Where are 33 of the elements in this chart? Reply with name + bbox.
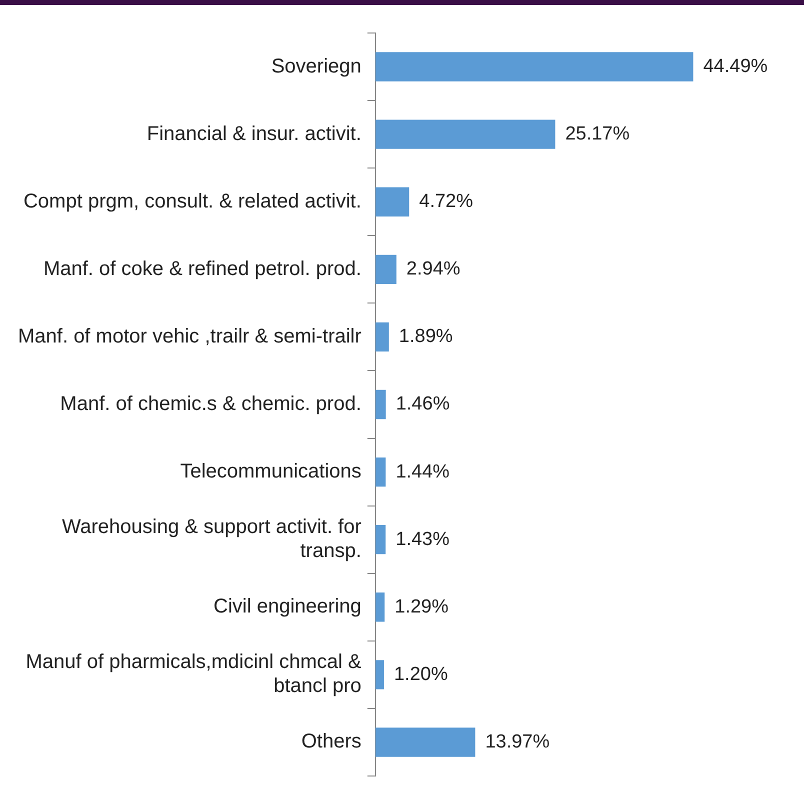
y-tick-label: Manuf of pharmicals,mdicinl chmcal & btancl pro [26, 651, 362, 698]
bar [375, 254, 396, 284]
y-tick-label: Financial & insur. activit. [146, 122, 362, 145]
data-label: 25.17% [565, 124, 630, 145]
data-label: 1.44% [396, 461, 450, 482]
data-label: 44.49% [703, 56, 768, 78]
data-label: 1.29% [394, 596, 449, 618]
bar [375, 525, 386, 554]
data-label: 4.72% [419, 191, 474, 212]
bar [375, 52, 694, 82]
y-tick-label: Others [301, 730, 362, 753]
y-tick-label: Compt prgm, consult. & related activit. [23, 190, 362, 212]
y-tick-label: Civil engineering [214, 596, 362, 618]
bar [375, 120, 556, 149]
data-label: 1.20% [394, 664, 448, 685]
y-tick-label: Manf. of motor vehic ,trailr & semi-trailr [18, 325, 362, 348]
data-label: 1.89% [398, 326, 453, 348]
y-tick-label: Telecommunications [180, 460, 362, 483]
data-label: 1.43% [396, 528, 450, 550]
y-tick-label: Warehousing & support activit. for transp. [62, 516, 362, 562]
data-label: 2.94% [406, 258, 460, 280]
bar [375, 592, 385, 622]
bar [375, 660, 384, 690]
bar [375, 390, 386, 420]
data-label: 1.46% [396, 394, 450, 415]
y-tick-label: Manf. of coke & refined petrol. prod. [43, 258, 362, 280]
y-tick-label: Soveriegn [271, 55, 362, 78]
bar [375, 187, 410, 216]
bar [375, 457, 386, 487]
data-label: 13.97% [485, 731, 550, 752]
y-tick-label: Manf. of chemic.s & chemic. prod. [60, 393, 362, 416]
bar [375, 728, 476, 757]
bar [375, 322, 389, 352]
